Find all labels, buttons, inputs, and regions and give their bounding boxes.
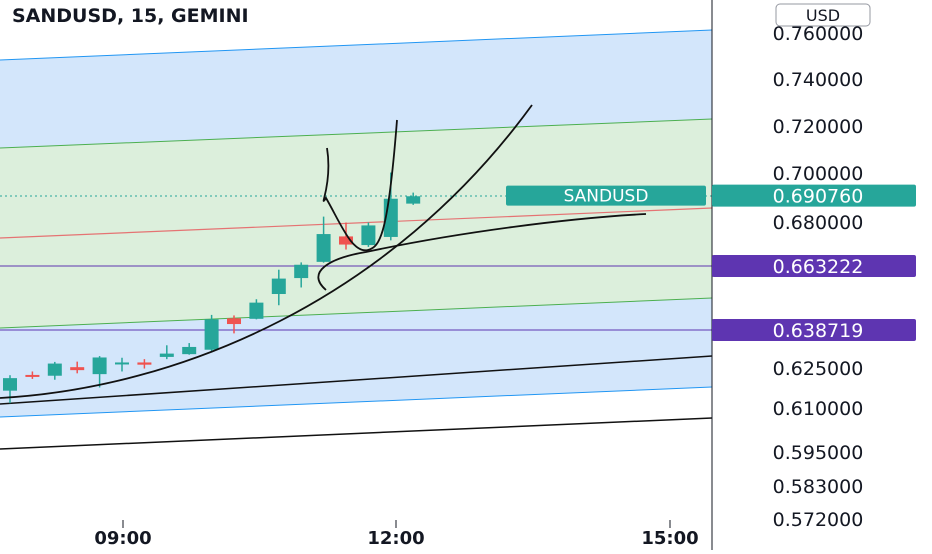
price-label-value: 0.690760 [773, 186, 864, 208]
price-label[interactable]: SANDUSD 0.690760 [506, 184, 916, 208]
candle-body [70, 367, 85, 371]
candle[interactable] [406, 192, 421, 205]
candle[interactable] [159, 345, 174, 360]
price-tick-label: 0.760000 [773, 23, 864, 45]
candle[interactable] [249, 299, 264, 320]
price-tick-label: 0.583000 [773, 476, 864, 498]
price-labels: SANDUSD 0.690760 0.663222 0.638719 [506, 184, 916, 342]
candle-body [271, 278, 286, 295]
price-label-bg [712, 255, 916, 277]
price-label-value: 0.663222 [773, 256, 864, 278]
price-tick-label: 0.595000 [773, 442, 864, 464]
candle[interactable] [316, 216, 331, 263]
time-tick-label: 12:00 [367, 528, 424, 549]
price-label-bg [712, 184, 916, 207]
candle[interactable] [70, 361, 85, 374]
price-tick-label: 0.625000 [773, 358, 864, 380]
candle-body [406, 196, 421, 204]
parabolic-curve[interactable] [0, 104, 533, 399]
trend-line-upper[interactable] [0, 355, 712, 405]
candle[interactable] [115, 357, 129, 372]
price-tick-label: 0.610000 [773, 398, 864, 420]
price-tick-label: 0.720000 [773, 116, 864, 138]
price-label[interactable]: 0.663222 [712, 255, 916, 278]
time-axis[interactable]: 09:00 12:00 15:00 [94, 520, 699, 549]
candle-body [316, 234, 331, 262]
candle[interactable] [25, 371, 40, 379]
candle-body [137, 362, 152, 365]
price-tick-label: 0.700000 [773, 163, 864, 185]
candle-body [182, 346, 197, 355]
channel-outer-lower-fill [0, 298, 712, 417]
candle-body [361, 225, 376, 246]
candle[interactable] [182, 343, 197, 355]
candle-body [294, 264, 309, 279]
price-label-value: 0.638719 [773, 320, 864, 342]
trend-line-lower[interactable] [0, 417, 712, 450]
channel-bottom-line[interactable] [0, 386, 712, 418]
candle-body [47, 363, 62, 376]
candle[interactable] [204, 314, 219, 352]
candle-body [92, 357, 107, 375]
candle-body [25, 374, 40, 377]
candle[interactable] [339, 222, 353, 250]
candle-body [204, 319, 219, 350]
candle[interactable] [227, 315, 241, 334]
currency-button[interactable] [775, 3, 871, 27]
channel-upper-inner-line[interactable] [0, 118, 712, 149]
currency-button-label: USD [806, 6, 840, 25]
cup-curve[interactable] [322, 119, 398, 251]
price-label[interactable]: 0.638719 [712, 319, 916, 342]
price-tick-label: 0.680000 [773, 212, 864, 234]
candle-body [115, 362, 129, 365]
price-tick-label: 0.572000 [773, 509, 864, 531]
price-tick-label: 0.740000 [773, 69, 864, 91]
symbol-label-text: SANDUSD [564, 187, 649, 207]
price-axis[interactable]: 0.760000 0.740000 0.720000 0.700000 0.680000… [773, 23, 864, 531]
candle[interactable] [271, 269, 286, 306]
channel-outer-upper-fill [0, 30, 712, 148]
candle[interactable] [361, 222, 376, 247]
candle-body [3, 378, 17, 391]
candle-body [159, 353, 174, 357]
candle[interactable] [92, 356, 107, 388]
time-tick-label: 09:00 [94, 528, 151, 549]
handle-curve[interactable] [317, 213, 647, 291]
channel-mid-line[interactable] [0, 207, 712, 239]
candle[interactable] [47, 361, 62, 380]
candle[interactable] [3, 375, 17, 404]
price-label-bg [712, 319, 916, 341]
channel-lower-inner-line[interactable] [0, 297, 712, 329]
candle[interactable] [137, 359, 152, 369]
symbol-label-bg [506, 185, 706, 206]
candle-body [249, 302, 264, 319]
candle-body [227, 318, 241, 325]
time-tick-label: 15:00 [641, 528, 698, 549]
candle-body [339, 236, 353, 245]
chart-title: SANDUSD, 15, GEMINI [12, 5, 249, 27]
channel-top-line[interactable] [0, 29, 712, 61]
plot-area[interactable] [0, 29, 712, 450]
candle[interactable] [294, 262, 309, 288]
